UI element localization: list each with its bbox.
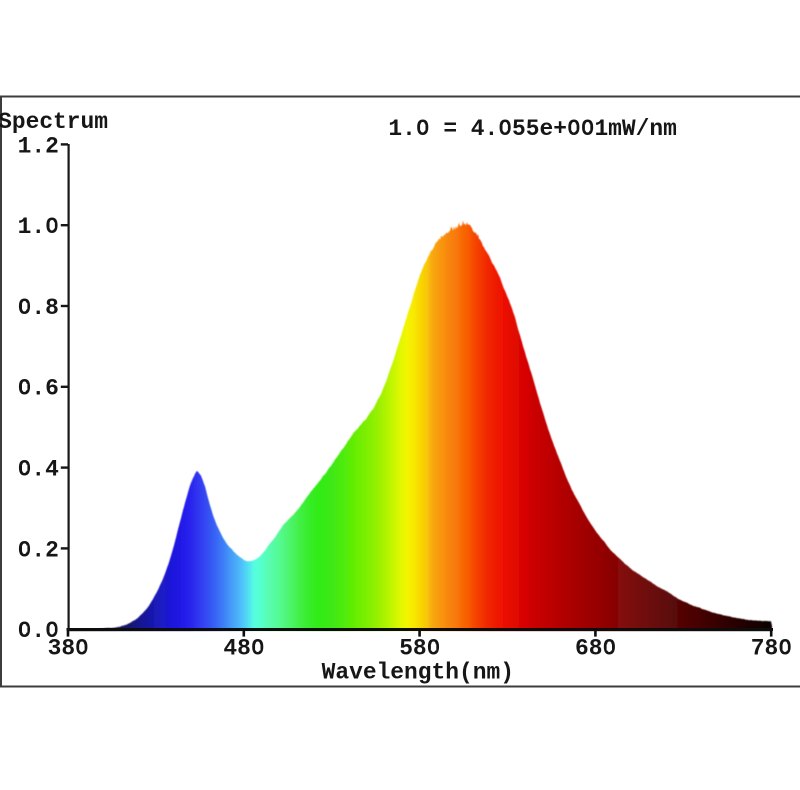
svg-text:1.2: 1.2 (18, 133, 59, 159)
svg-text:1.0 = 4.055e+001mW/nm: 1.0 = 4.055e+001mW/nm (388, 116, 676, 142)
svg-text:Spectrum: Spectrum (0, 109, 108, 135)
svg-text:Wavelength(nm): Wavelength(nm) (322, 660, 514, 686)
